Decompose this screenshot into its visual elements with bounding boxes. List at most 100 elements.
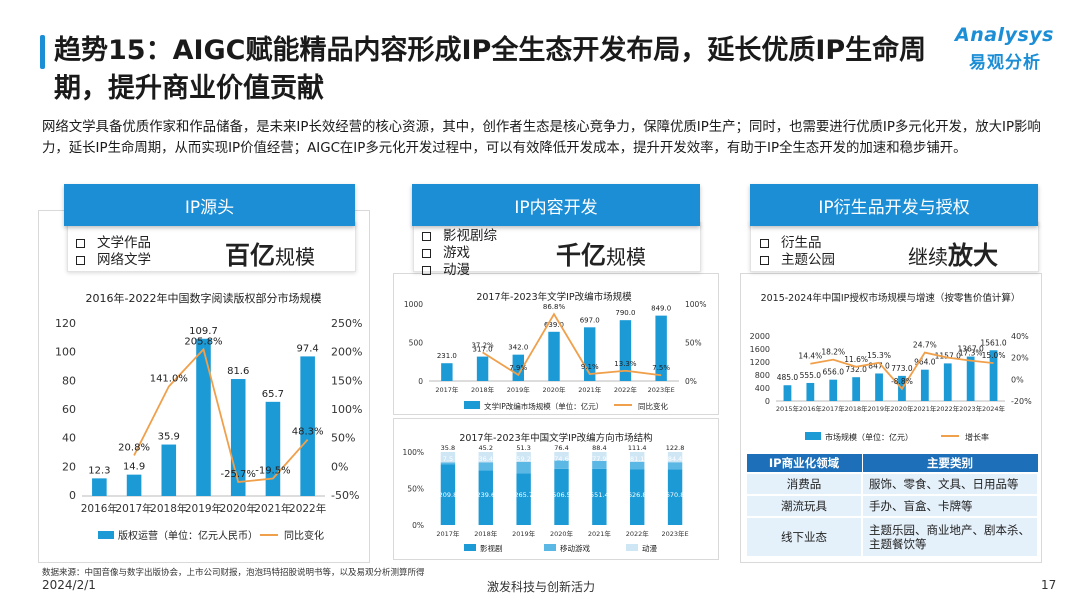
bar-value-label: 773.0 (891, 364, 913, 373)
y2-tick-label: 100% (685, 300, 706, 309)
list-item: 游戏 (422, 245, 497, 262)
bar (126, 474, 142, 496)
legend-bar-swatch (98, 531, 114, 539)
y-tick-label: 1600 (750, 345, 770, 354)
checkbox-square-icon (76, 239, 85, 248)
table-cell: 消费品 (745, 471, 863, 496)
stacked-bar-segment (592, 468, 607, 525)
segment-value-label: 45.2 (479, 444, 493, 452)
line-value-label: 48.3% (292, 427, 324, 438)
y2-tick-label: 150% (331, 374, 362, 387)
section-header-ip-derivative: IP衍生品开发与授权 (750, 184, 1038, 226)
x-tick-label: 2020年 (890, 404, 914, 413)
y-tick-label: 400 (755, 384, 770, 393)
bar (852, 377, 861, 401)
x-tick-label: 2023年E (661, 529, 688, 538)
chart-copyright-market: 2016年-2022年中国数字阅读版权部分市场规模 0 20 40 60 80 100 120… (55, 291, 362, 542)
y-tick-label: 800 (755, 371, 770, 380)
table-row: 消费品 服饰、零食、文具、日用品等 (745, 471, 1039, 496)
checkbox-square-icon (76, 256, 85, 265)
bar (265, 401, 281, 496)
line-value-label: 11.6% (844, 355, 868, 364)
legend-label: 市场规模（单位：亿元） (825, 432, 913, 442)
segment-value-label: 551.4 (590, 491, 609, 499)
y2-tick-label: 200% (331, 346, 362, 359)
legend-swatch (626, 544, 638, 551)
x-tick-label: 2020年 (220, 502, 257, 515)
x-tick-label: 2022年 (614, 385, 638, 394)
x-tick-label: 2021年 (578, 385, 602, 394)
bar-value-label: 639.0 (544, 321, 564, 329)
table-cell: 线下业态 (745, 515, 863, 558)
stacked-bar-segment (516, 452, 531, 462)
x-tick-label: 2022年 (626, 529, 650, 538)
list-item: 影视剧综 (422, 228, 497, 245)
bar (196, 338, 211, 496)
list-item: 网络文学 (76, 252, 151, 269)
line-value-label: -25.7% (221, 469, 256, 480)
checkbox-square-icon (422, 232, 431, 241)
stacked-bar-segment (516, 461, 531, 474)
y-tick-label: 60 (62, 403, 76, 416)
x-tick-label: 2023年E (648, 385, 675, 394)
stacked-bar-segment (440, 464, 456, 525)
bar (161, 444, 177, 496)
y2-tick-label: 20% (1011, 354, 1029, 363)
y-tick-label: 0% (412, 521, 424, 530)
stacked-bar-segment (478, 452, 493, 463)
chart-title: 2017年-2023年中国文学IP改编方向市场结构 (459, 432, 652, 444)
analysys-logo: Analysys 易观分析 (955, 24, 1065, 78)
ip-content-scale: 千亿规模 (556, 241, 647, 270)
list-item: 文学作品 (76, 235, 151, 252)
ip-content-list: 影视剧综 游戏 动漫 (422, 228, 497, 279)
y2-tick-label: 0% (331, 460, 348, 473)
bar-value-label: 1367.0 (958, 345, 984, 354)
list-item: 主题公园 (760, 252, 835, 269)
legend-swatch (464, 544, 476, 551)
chart-ip-licensing-market: 2015-2024年中国IP授权市场规模与增速（按零售价值计算） 0 400 800 1… (750, 292, 1032, 442)
legend-label: 动漫 (642, 543, 657, 553)
y2-tick-label: 250% (331, 317, 362, 330)
stacked-bar-segment (630, 461, 645, 470)
stacked-bar-segment (440, 462, 456, 465)
footer-date: 2024/2/1 (42, 578, 96, 592)
bar-value-label: 732.0 (845, 365, 867, 374)
line-value-label: 7.5% (652, 364, 670, 372)
bar-value-label: 849.0 (651, 305, 671, 313)
y2-tick-label: -50% (331, 489, 359, 502)
x-tick-label: 2017年 (436, 529, 460, 538)
y-tick-label: 40 (62, 432, 76, 445)
bar (920, 369, 929, 401)
stacked-bar-segment (440, 452, 456, 463)
line-value-label: 18.2% (821, 348, 845, 357)
segment-value-label: 7.5 (443, 455, 453, 463)
y-tick-label: 50% (407, 485, 424, 494)
line-value-label: 15.3% (867, 351, 891, 360)
segment-value-label: 76.4 (554, 444, 568, 452)
bar (806, 382, 815, 401)
growth-line (482, 312, 662, 377)
line-value-label: 205.8% (184, 336, 222, 347)
line-value-label: 86.8% (543, 303, 566, 311)
y-tick-label: 100% (403, 448, 424, 457)
legend-swatch (544, 544, 556, 551)
legend-bar-swatch (464, 401, 480, 409)
list-item: 动漫 (422, 262, 497, 279)
stacked-bar-segment (630, 452, 645, 462)
x-tick-label: 2019年 (185, 502, 222, 515)
table-header: 主要类别 (861, 453, 1039, 473)
logo-en: Analysys (955, 24, 1054, 46)
bar (92, 478, 107, 496)
list-item: 衍生品 (760, 235, 835, 252)
stacked-bar-segment (667, 462, 683, 470)
bar (300, 356, 315, 496)
x-tick-label: 2018年 (150, 502, 187, 515)
table-cell: 手办、盲盒、卡牌等 (861, 493, 1039, 518)
x-tick-label: 2020年 (542, 385, 566, 394)
section-header-ip-source: IP源头 (64, 184, 355, 226)
y-tick-label: 0 (765, 397, 770, 406)
bar (476, 356, 489, 381)
x-tick-label: 2016年 (81, 502, 118, 515)
bar-value-label: 317.0 (473, 346, 493, 354)
bar-value-label: 81.6 (227, 366, 249, 377)
